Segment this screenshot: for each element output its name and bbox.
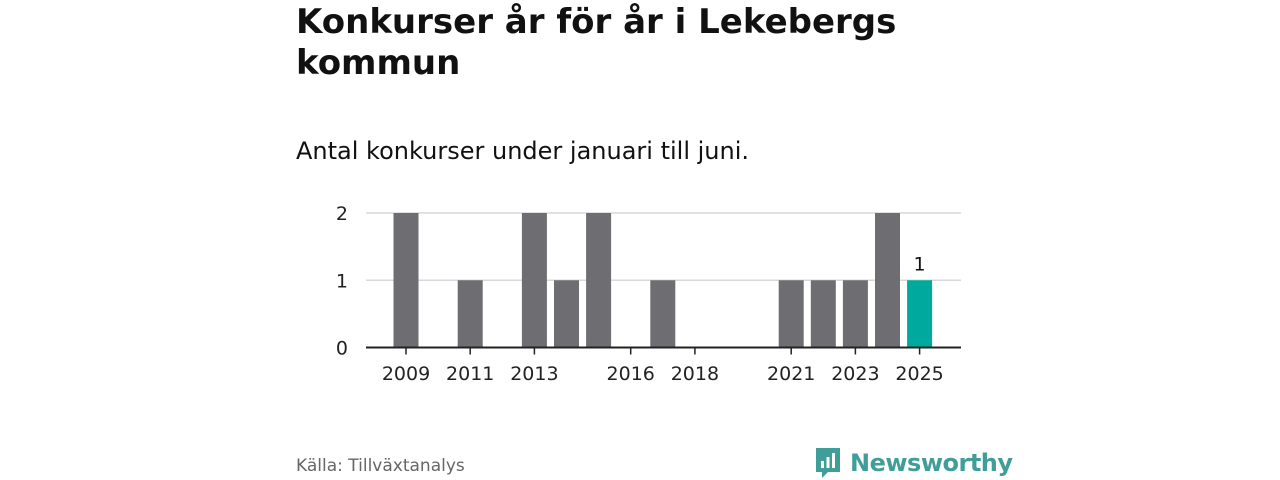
bar-2014 xyxy=(554,280,579,348)
x-tick-label-2025: 2025 xyxy=(895,363,943,385)
source-note: Källa: Tillväxtanalys xyxy=(296,456,465,476)
x-tick-label-2021: 2021 xyxy=(767,363,815,385)
x-tick-label-2016: 2016 xyxy=(607,363,655,385)
x-tick-label-2023: 2023 xyxy=(831,363,879,385)
bar-2013 xyxy=(521,213,547,348)
y-tick-label-2: 2 xyxy=(336,203,348,225)
data-label-2025: 1 xyxy=(914,253,926,275)
x-tick-label-2018: 2018 xyxy=(671,363,719,385)
bar-2021 xyxy=(778,280,804,348)
bar-2025 xyxy=(907,280,933,348)
bar-2017 xyxy=(650,280,676,348)
bar-2009 xyxy=(393,213,419,348)
x-tick-label-2009: 2009 xyxy=(382,363,430,385)
newsworthy-logo: Newsworthy xyxy=(814,446,1013,480)
bar-2023 xyxy=(842,280,868,348)
chart-subtitle: Antal konkurser under januari till juni. xyxy=(296,137,749,165)
x-tick-label-2011: 2011 xyxy=(446,363,494,385)
bar-2024 xyxy=(875,213,900,348)
chart-title: Konkurser år för år i Lekebergs kommun xyxy=(296,2,897,83)
x-tick-label-2013: 2013 xyxy=(510,363,558,385)
y-tick-label-0: 0 xyxy=(336,338,348,360)
y-tick-label-1: 1 xyxy=(336,270,348,292)
bar-2011 xyxy=(457,280,483,348)
newsworthy-logo-icon xyxy=(816,448,840,478)
bar-2015 xyxy=(586,213,612,348)
brand-name: Newsworthy xyxy=(850,449,1013,477)
bar-2022 xyxy=(810,280,836,348)
